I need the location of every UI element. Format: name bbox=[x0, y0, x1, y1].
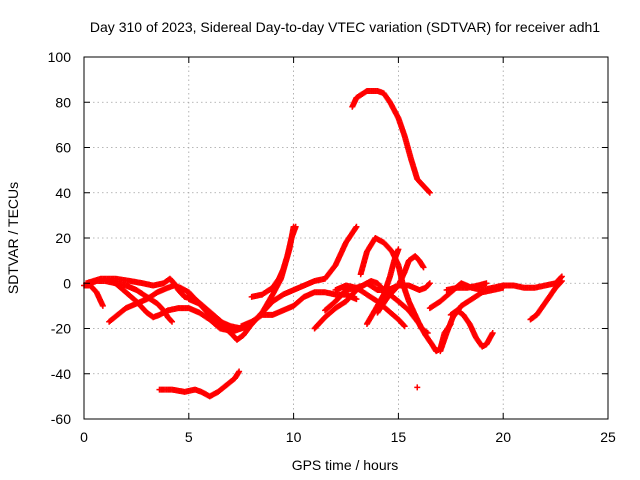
data-point bbox=[426, 281, 433, 288]
y-tick-label: 0 bbox=[63, 275, 71, 291]
data-point bbox=[426, 189, 433, 196]
x-tick-label: 5 bbox=[185, 429, 193, 445]
data-point bbox=[395, 246, 402, 253]
data-point bbox=[489, 330, 496, 337]
x-tick-label: 15 bbox=[391, 429, 407, 445]
x-axis-ticks: 0 5 10 15 20 25 bbox=[80, 57, 616, 445]
data-point bbox=[483, 280, 490, 287]
data-point bbox=[557, 278, 564, 285]
y-tick-label: 80 bbox=[55, 94, 71, 110]
data-points bbox=[81, 87, 565, 400]
y-tick-label: 100 bbox=[48, 49, 72, 65]
data-point bbox=[236, 368, 243, 375]
data-point bbox=[292, 223, 299, 230]
y-axis-ticks: -60 -40 -20 0 20 40 60 80 100 bbox=[48, 49, 608, 427]
series-s6 bbox=[156, 368, 243, 400]
data-point bbox=[400, 322, 407, 329]
x-tick-label: 0 bbox=[80, 429, 88, 445]
y-tick-label: 20 bbox=[55, 230, 71, 246]
series-s9 bbox=[248, 223, 299, 300]
x-tick-label: 20 bbox=[495, 429, 511, 445]
data-point bbox=[426, 280, 433, 287]
series-s5 bbox=[112, 280, 176, 325]
series-s20 bbox=[447, 307, 496, 350]
series-s3 bbox=[87, 277, 234, 334]
y-tick-label: -20 bbox=[51, 321, 71, 337]
series-s21 bbox=[443, 280, 490, 294]
data-point bbox=[169, 318, 176, 325]
data-point bbox=[168, 317, 175, 324]
data-point bbox=[500, 284, 507, 291]
data-point bbox=[353, 223, 360, 230]
y-tick-label: -40 bbox=[51, 366, 71, 382]
data-point bbox=[99, 302, 106, 309]
y-tick-label: 60 bbox=[55, 140, 71, 156]
series-s22 bbox=[527, 277, 565, 323]
y-axis-label: SDTVAR / TECUs bbox=[5, 182, 21, 294]
data-point bbox=[420, 264, 427, 271]
data-point bbox=[425, 188, 432, 195]
series-s23 bbox=[414, 384, 421, 391]
series-s13 bbox=[349, 87, 433, 196]
data-point bbox=[401, 323, 408, 330]
y-tick-label: 40 bbox=[55, 185, 71, 201]
x-tick-label: 25 bbox=[600, 429, 616, 445]
series-s15 bbox=[374, 253, 427, 316]
x-tick-label: 10 bbox=[286, 429, 302, 445]
x-axis-label: GPS time / hours bbox=[292, 457, 399, 473]
series-s1 bbox=[81, 282, 106, 309]
chart-title: Day 310 of 2023, Sidereal Day-to-day VTE… bbox=[90, 19, 600, 35]
data-point bbox=[414, 384, 421, 391]
data-point bbox=[353, 296, 360, 303]
y-tick-label: -60 bbox=[51, 411, 71, 427]
data-point bbox=[558, 277, 565, 284]
